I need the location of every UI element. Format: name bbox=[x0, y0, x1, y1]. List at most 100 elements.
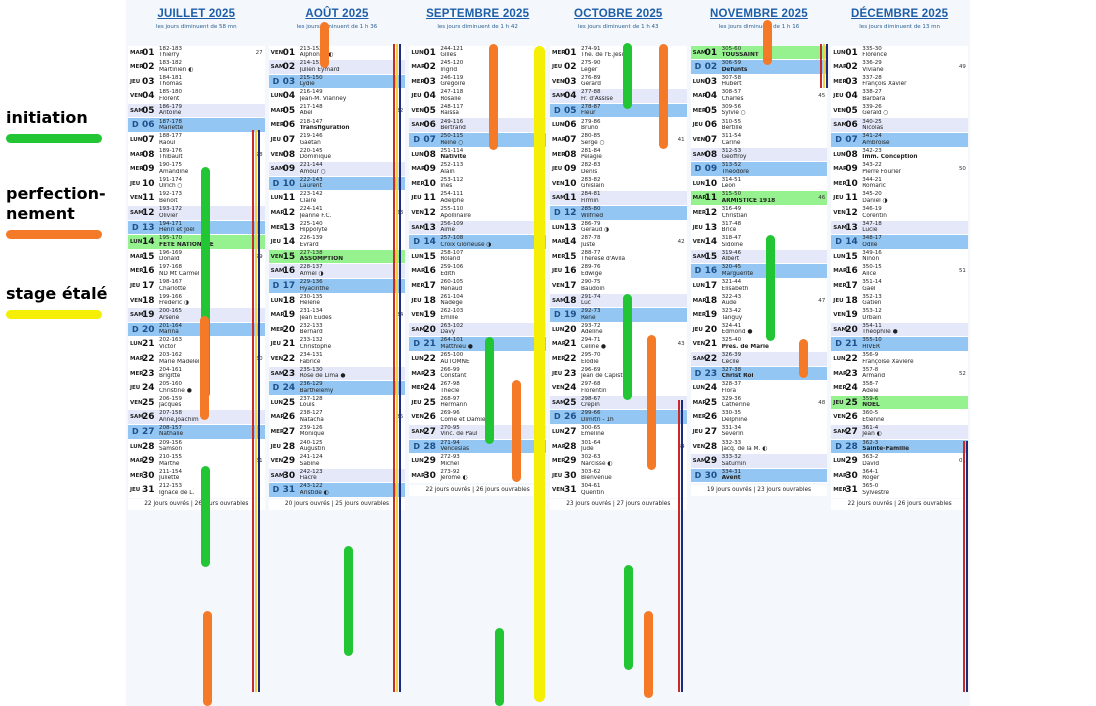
day-number: 29 bbox=[423, 456, 436, 467]
day-of-year: 271-94 bbox=[440, 439, 460, 446]
weekday: SAM bbox=[411, 428, 426, 435]
day-number: 10 bbox=[142, 178, 155, 189]
weekday: MAR bbox=[833, 64, 848, 71]
week-number bbox=[811, 352, 827, 366]
day-row: VEN 22 234-131 Fabrice bbox=[268, 351, 406, 367]
saint-name: Bertrand bbox=[440, 125, 466, 132]
day-number: 29 bbox=[563, 456, 577, 467]
saint-name: Jérôme ◐ bbox=[440, 475, 468, 482]
perfectionnement-session-bar bbox=[200, 316, 209, 420]
day-of-year: 187-178 bbox=[159, 118, 182, 125]
day-info: 324-41 Edmond ● bbox=[719, 323, 812, 337]
holiday-zone-stripe bbox=[393, 44, 395, 692]
weekday: D bbox=[694, 164, 702, 174]
weekday: JEU bbox=[833, 297, 844, 304]
day-number: 23 bbox=[845, 368, 858, 379]
day-of-year: 266-99 bbox=[440, 366, 460, 373]
day-info: 350-15 Alice bbox=[859, 264, 952, 278]
day-info: 271-94 Venceslas bbox=[437, 440, 530, 454]
saint-name: Delphine bbox=[721, 416, 748, 423]
day-number: 01 bbox=[563, 47, 577, 58]
weekday: MAR bbox=[411, 166, 426, 173]
day-row: MER 19 323-42 Tanguy bbox=[690, 308, 828, 323]
month-footer: 19 jours ouvrés | 23 jours ouvrables bbox=[690, 484, 828, 496]
saint-name: David bbox=[862, 460, 880, 467]
day-row: LUN 14 195-170 FÊTE NATIONALE bbox=[128, 235, 265, 250]
day-of-year: 295-70 bbox=[580, 352, 601, 359]
saint-name: Emeline bbox=[580, 431, 605, 438]
saint-name: Luc bbox=[580, 300, 591, 307]
day-row: MER 03 246-119 Grégoire bbox=[409, 74, 546, 90]
day-of-year: 292-73 bbox=[580, 308, 601, 315]
day-of-year: 196-169 bbox=[159, 249, 182, 256]
day-row: SAM 09 221-144 Amour ○ bbox=[268, 162, 406, 177]
day-info: 267-98 Thècle bbox=[437, 381, 530, 395]
day-of-year: 237-128 bbox=[299, 395, 323, 402]
weekday: MAR bbox=[551, 137, 566, 144]
day-number: 10 bbox=[704, 178, 718, 189]
day-of-year: 247-118 bbox=[440, 89, 464, 96]
day-of-year: 182-183 bbox=[159, 45, 182, 52]
saint-name: Florence bbox=[862, 52, 888, 59]
day-info: 361-4 Jean ◐ bbox=[859, 425, 952, 439]
saint-name: Wilfried bbox=[580, 212, 604, 219]
week-number: 27 bbox=[255, 49, 263, 56]
day-of-year: 359-6 bbox=[862, 395, 879, 402]
day-list: SAM 01 305-60 TOUSSAINT D 02 306-59 Défunts LUN 0… bbox=[690, 45, 828, 484]
saint-name: Roland bbox=[440, 256, 461, 263]
day-info: 218-147 Transfiguration bbox=[297, 118, 390, 132]
day-of-year: 260-105 bbox=[440, 279, 464, 286]
legend-swatch-perfectionnement bbox=[6, 230, 102, 239]
day-number: 11 bbox=[282, 193, 296, 204]
week-number bbox=[952, 425, 968, 439]
day-row: LUN 15 349-16 Ninon bbox=[831, 249, 968, 265]
day-number: 03 bbox=[142, 76, 155, 87]
day-of-year: 356-9 bbox=[862, 352, 879, 359]
day-info: 262-103 Emilie bbox=[437, 308, 530, 322]
day-row: D 06 187-178 Mariette bbox=[128, 118, 265, 134]
day-number: 19 bbox=[845, 310, 858, 321]
weekday: MAR bbox=[411, 370, 426, 377]
day-info: 216-149 Jean-M. Vianney bbox=[297, 89, 390, 103]
day-row: D 21 264-101 Matthieu ● bbox=[409, 337, 546, 352]
day-of-year: 230-135 bbox=[299, 293, 323, 300]
weekday: JEU bbox=[411, 195, 422, 202]
day-row: JEU 21 233-132 Christophe bbox=[268, 337, 406, 352]
week-number bbox=[811, 367, 827, 381]
week-number bbox=[671, 177, 687, 191]
day-row: VEN 07 311-54 Carine bbox=[690, 133, 828, 148]
week-number bbox=[952, 89, 968, 103]
day-row: VEN 12 255-110 Apollinaire bbox=[409, 206, 546, 221]
weekday: D bbox=[835, 441, 842, 451]
saint-name: Gaëtan bbox=[299, 139, 321, 146]
weekday: MER bbox=[270, 122, 285, 129]
day-row: VEN 10 283-82 Ghislain bbox=[549, 176, 687, 192]
day-row: VEN 11 192-173 Benoît bbox=[128, 191, 265, 207]
weekday: JEU bbox=[551, 166, 563, 173]
weekday: SAM bbox=[411, 122, 426, 129]
day-number: 26 bbox=[423, 412, 436, 423]
week-number bbox=[249, 75, 265, 89]
week-number bbox=[952, 410, 968, 424]
saint-name: Hélène bbox=[299, 300, 320, 307]
weekday: JEU bbox=[833, 195, 844, 202]
day-of-year: 257-108 bbox=[440, 235, 464, 242]
week-number bbox=[671, 89, 687, 103]
day-number: 06 bbox=[845, 120, 858, 131]
day-info: 229-136 Hyacinthe bbox=[297, 279, 390, 293]
day-info: 274-91 Thé. de l'E.Jésus bbox=[578, 46, 671, 60]
week-number bbox=[811, 221, 827, 235]
saint-name: Hermann bbox=[440, 402, 468, 409]
day-number: 11 bbox=[563, 193, 577, 204]
day-of-year: 361-4 bbox=[862, 424, 879, 431]
saint-name: Thérèse d'Avila bbox=[580, 256, 626, 263]
day-of-year: 219-146 bbox=[299, 133, 323, 140]
day-number: 22 bbox=[142, 353, 155, 364]
week-number bbox=[952, 206, 968, 220]
day-info: 231-134 Jean Eudes bbox=[297, 308, 390, 322]
day-info: 245-120 Ingrid bbox=[437, 60, 530, 74]
day-row: LUN 07 188-177 Raoul bbox=[128, 133, 265, 148]
weekday: MAR bbox=[270, 210, 285, 217]
day-row: VEN 29 241-124 Sabine bbox=[268, 454, 406, 469]
